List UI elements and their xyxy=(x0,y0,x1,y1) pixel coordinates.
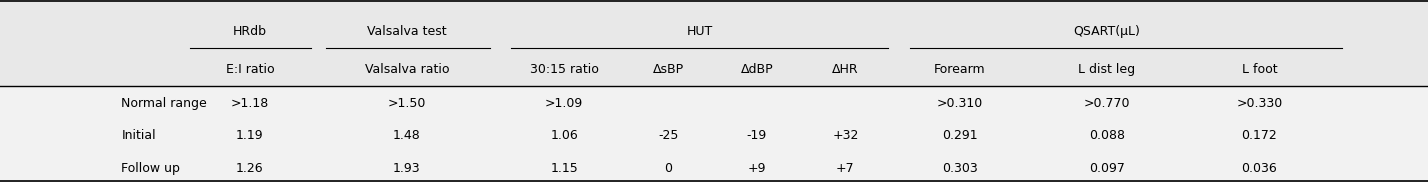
Text: >0.770: >0.770 xyxy=(1084,97,1130,110)
Text: +9: +9 xyxy=(748,162,765,175)
Text: 0.303: 0.303 xyxy=(941,162,978,175)
Text: -19: -19 xyxy=(747,129,767,142)
Text: HRdb: HRdb xyxy=(233,25,267,38)
Text: Follow up: Follow up xyxy=(121,162,180,175)
Text: 30:15 ratio: 30:15 ratio xyxy=(530,63,598,76)
Text: 1.15: 1.15 xyxy=(550,162,578,175)
Text: Normal range: Normal range xyxy=(121,97,207,110)
Text: 1.48: 1.48 xyxy=(393,129,421,142)
Text: 0.291: 0.291 xyxy=(942,129,977,142)
Text: 0.036: 0.036 xyxy=(1241,162,1278,175)
Text: +32: +32 xyxy=(833,129,858,142)
Text: L dist leg: L dist leg xyxy=(1078,63,1135,76)
Text: >1.18: >1.18 xyxy=(231,97,268,110)
Text: ΔsBP: ΔsBP xyxy=(653,63,684,76)
Text: 1.26: 1.26 xyxy=(236,162,264,175)
Text: Valsalva ratio: Valsalva ratio xyxy=(364,63,450,76)
Text: HUT: HUT xyxy=(687,25,713,38)
Text: >1.09: >1.09 xyxy=(545,97,583,110)
Text: 0.172: 0.172 xyxy=(1241,129,1278,142)
Text: E:I ratio: E:I ratio xyxy=(226,63,274,76)
Text: -25: -25 xyxy=(658,129,678,142)
Text: Forearm: Forearm xyxy=(934,63,985,76)
Text: 0: 0 xyxy=(664,162,673,175)
Text: ΔdBP: ΔdBP xyxy=(741,63,773,76)
Text: 0.088: 0.088 xyxy=(1088,129,1125,142)
Text: Valsalva test: Valsalva test xyxy=(367,25,447,38)
Text: 1.06: 1.06 xyxy=(550,129,578,142)
Text: >1.50: >1.50 xyxy=(388,97,426,110)
Text: ΔHR: ΔHR xyxy=(833,63,858,76)
Text: L foot: L foot xyxy=(1242,63,1277,76)
Text: >0.310: >0.310 xyxy=(937,97,982,110)
Bar xyxy=(0,86,1428,181)
Text: 1.19: 1.19 xyxy=(236,129,264,142)
Text: QSART(μL): QSART(μL) xyxy=(1074,25,1140,38)
Text: 0.097: 0.097 xyxy=(1088,162,1125,175)
Text: 1.93: 1.93 xyxy=(393,162,421,175)
Text: +7: +7 xyxy=(835,162,855,175)
Text: >0.330: >0.330 xyxy=(1237,97,1282,110)
Bar xyxy=(0,1,1428,86)
Text: Initial: Initial xyxy=(121,129,156,142)
